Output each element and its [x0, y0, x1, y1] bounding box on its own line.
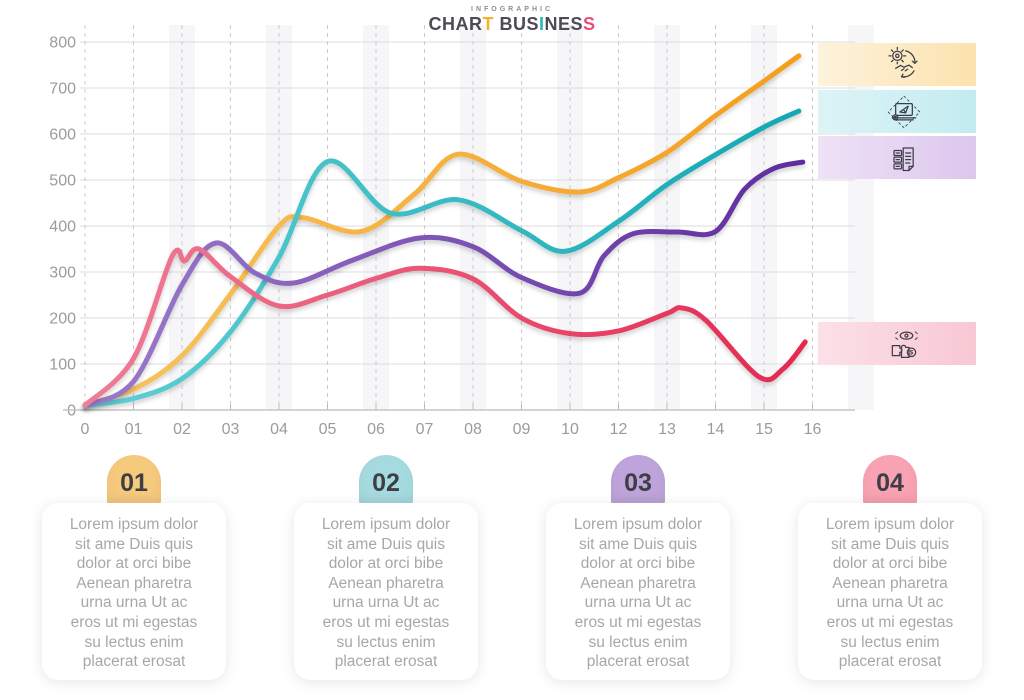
step-card-02: 02 Lorem ipsum dolor sit ame Duis quis d…: [294, 455, 478, 683]
y-tick-label: 100: [49, 357, 76, 374]
step-number: 03: [624, 468, 652, 497]
x-tick-label: 04: [270, 421, 288, 438]
y-tick-label: 800: [49, 35, 76, 52]
step-number: 01: [120, 468, 148, 497]
step-card-body: Lorem ipsum dolor sit ame Duis quis dolo…: [546, 503, 730, 680]
x-tick-label: 14: [707, 421, 725, 438]
series-line-01: [82, 53, 802, 407]
x-tick-label: 01: [125, 421, 143, 438]
x-tick-label: 07: [416, 421, 434, 438]
brand-letter: BUS: [493, 14, 539, 34]
step-card-body: Lorem ipsum dolor sit ame Duis quis dolo…: [798, 503, 982, 680]
line-chart: 0 100 200 300 400 500 600 700 800 0 01 02 03 04 05 06 07…: [49, 25, 855, 438]
x-tick-label: 13: [658, 421, 676, 438]
chart-area: 0 100 200 300 400 500 600 700 800 0 01 02 03 04 05 06 07…: [49, 25, 976, 438]
step-card-body: Lorem ipsum dolor sit ame Duis quis dolo…: [42, 503, 226, 680]
x-tick-label: 12: [610, 421, 628, 438]
header: INFOGRAPHIC CHART BUSINESS: [0, 6, 1024, 35]
x-tick-label: 05: [319, 421, 337, 438]
y-tick-label: 500: [49, 173, 76, 190]
x-tick-label: 10: [561, 421, 579, 438]
y-tick-label: 300: [49, 265, 76, 282]
step-number: 04: [876, 468, 904, 497]
x-tick-label: 02: [173, 421, 191, 438]
y-tick-label: 700: [49, 81, 76, 98]
step-badge-01: 01: [107, 455, 161, 505]
laptop-launch-icon: [887, 95, 921, 128]
vertical-gridlines: 0 01 02 03 04 05 06 07 08 09 10 12 13 14 15 16: [81, 25, 822, 438]
x-tick-label: 03: [222, 421, 240, 438]
x-tick-label: 0: [81, 421, 90, 438]
step-card-body: Lorem ipsum dolor sit ame Duis quis dolo…: [294, 503, 478, 680]
step-number: 02: [372, 468, 400, 497]
puzzle-vision-icon: $: [891, 330, 918, 358]
x-tick-label: 15: [755, 421, 773, 438]
step-card-01: 01 Lorem ipsum dolor sit ame Duis quis d…: [42, 455, 226, 683]
page-title: CHART BUSINESS: [0, 14, 1024, 35]
gear-handshake-icon: [888, 46, 918, 78]
brand-letter: S: [583, 14, 596, 34]
step-badge-02: 02: [359, 455, 413, 505]
x-tick-label: 08: [464, 421, 482, 438]
steps-section: 01 Lorem ipsum dolor sit ame Duis quis d…: [0, 455, 1024, 695]
y-tick-label: 0: [67, 403, 76, 420]
series-line-04: [82, 246, 808, 408]
step-text: Lorem ipsum dolor sit ame Duis quis dolo…: [573, 516, 703, 671]
x-tick-label: 06: [367, 421, 385, 438]
legend-band-01: [818, 43, 976, 86]
brand-letter: NES: [544, 14, 584, 34]
brand-letter: T: [482, 14, 494, 34]
brand-letter: CHAR: [428, 14, 483, 34]
step-card-03: 03 Lorem ipsum dolor sit ame Duis quis d…: [546, 455, 730, 683]
step-badge-04: 04: [863, 455, 917, 505]
brand-letter: I: [538, 14, 545, 34]
y-tick-label: 200: [49, 311, 76, 328]
step-badge-03: 03: [611, 455, 665, 505]
step-card-04: 04 Lorem ipsum dolor sit ame Duis quis d…: [798, 455, 982, 683]
legend-band-03: [818, 136, 976, 179]
step-text: Lorem ipsum dolor sit ame Duis quis dolo…: [825, 516, 955, 671]
svg-text:$: $: [910, 349, 914, 356]
step-text: Lorem ipsum dolor sit ame Duis quis dolo…: [69, 516, 199, 671]
legend-band-04: $: [818, 322, 976, 365]
title-eyebrow: INFOGRAPHIC: [471, 6, 553, 13]
x-tick-label: 16: [804, 421, 822, 438]
documents-icon: [893, 146, 914, 171]
step-text: Lorem ipsum dolor sit ame Duis quis dolo…: [321, 516, 451, 671]
y-tick-label: 600: [49, 127, 76, 144]
legend-band-02: [818, 90, 976, 133]
x-tick-label: 09: [513, 421, 531, 438]
series-line-02: [82, 108, 802, 408]
y-tick-label: 400: [49, 219, 76, 236]
